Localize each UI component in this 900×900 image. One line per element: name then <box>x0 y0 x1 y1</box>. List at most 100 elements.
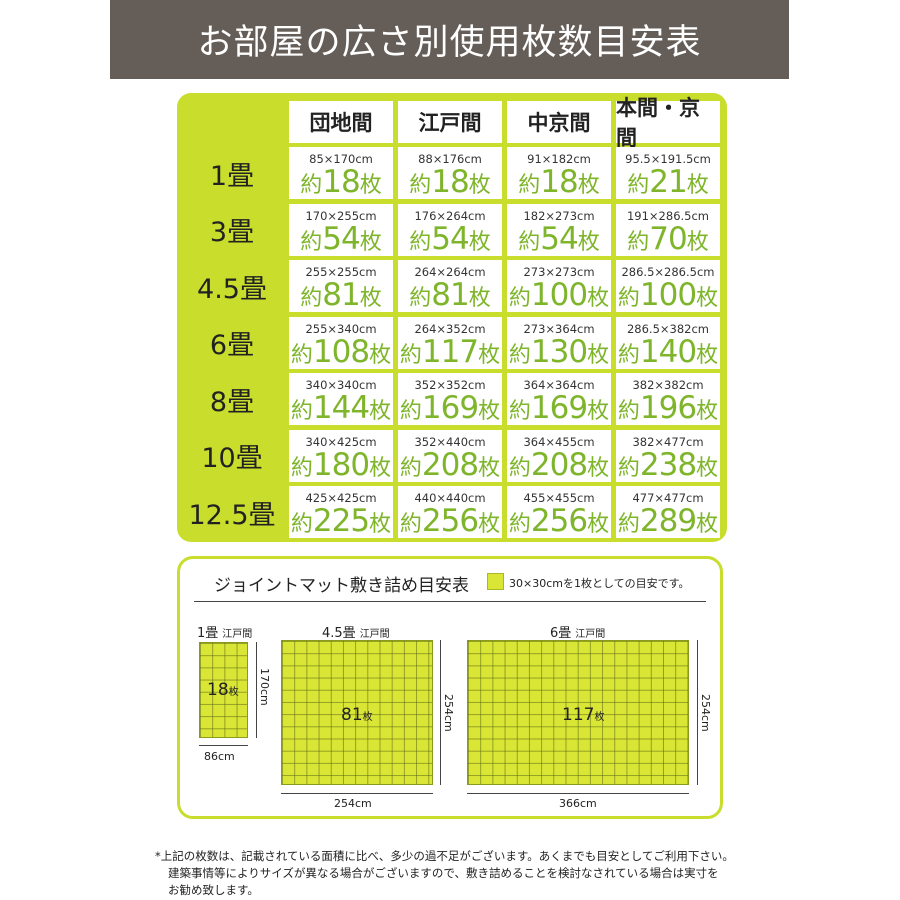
mat-height-6jo: 254cm <box>699 694 712 732</box>
count-suffix: 枚 <box>577 229 600 255</box>
count-prefix: 約 <box>627 173 650 198</box>
count-suffix: 枚 <box>478 399 501 424</box>
count-prefix: 約 <box>617 286 640 311</box>
count-suffix: 枚 <box>478 342 501 368</box>
count-suffix: 枚 <box>478 512 501 537</box>
table-cell: 191×286.5cm 約70枚 <box>616 203 720 259</box>
count-suffix: 枚 <box>696 399 719 424</box>
count-number: 208 <box>530 446 588 483</box>
count-number: 18 <box>322 164 360 200</box>
mat-size: 4.5畳 <box>322 626 356 641</box>
cell-dimensions: 340×340cm <box>305 378 377 392</box>
table-cell: 425×425cm 約225枚 <box>289 486 393 538</box>
count-number: 54 <box>322 220 360 257</box>
page-title: お部屋の広さ別使用枚数目安表 <box>197 23 702 63</box>
row-label: 1畳 <box>209 160 255 192</box>
count-suffix: 枚 <box>468 286 491 311</box>
count-number: 180 <box>312 446 370 483</box>
table-cell: 255×255cm 約81枚 <box>289 260 393 312</box>
count-prefix: 約 <box>290 512 313 537</box>
footnote-line-3: お勧め致します。 <box>168 883 259 897</box>
cell-dimensions: 382×382cm <box>632 378 704 392</box>
table-cell: 352×440cm 約208枚 <box>398 429 502 485</box>
cell-dimensions: 286.5×286.5cm <box>621 265 715 279</box>
count-suffix: 枚 <box>369 455 392 481</box>
count-prefix: 約 <box>300 173 323 198</box>
cell-count: 約289枚 <box>618 506 718 541</box>
cell-count: 約117枚 <box>400 336 501 372</box>
count-suffix: 枚 <box>686 173 709 198</box>
layout-guide-divider <box>194 601 706 602</box>
count-number: 54 <box>540 220 578 257</box>
count-prefix: 約 <box>290 399 313 424</box>
count-number: 144 <box>312 390 370 426</box>
count-suffix: 枚 <box>369 342 392 368</box>
mat-count-4-5jo: 81枚 <box>341 705 373 725</box>
mat-count-unit: 枚 <box>362 712 373 723</box>
cell-count: 約225枚 <box>291 506 391 541</box>
table-cell: 273×364cm 約130枚 <box>507 316 611 369</box>
cell-count: 約144枚 <box>291 393 391 428</box>
row-label: 8畳 <box>209 386 255 418</box>
column-header-honma-kyoma: 本間・京間 <box>616 96 720 150</box>
count-number: 108 <box>312 333 370 370</box>
cell-count: 約108枚 <box>291 333 392 372</box>
cell-dimensions: 170×255cm <box>305 208 377 223</box>
mat-count-unit: 枚 <box>594 712 605 723</box>
cell-dimensions: 95.5×191.5cm <box>625 152 711 166</box>
mat-width-4-5jo: 254cm <box>334 797 372 810</box>
count-number: 54 <box>431 220 469 257</box>
mat-count-1jo: 18枚 <box>207 680 239 700</box>
table-cell: 382×382cm 約196枚 <box>616 373 720 425</box>
count-number: 169 <box>421 390 479 426</box>
count-suffix: 枚 <box>587 512 610 537</box>
table-cell: 477×477cm 約289枚 <box>616 486 720 538</box>
cell-count: 約208枚 <box>400 449 500 485</box>
count-suffix: 枚 <box>369 512 392 537</box>
cell-dimensions: 85×170cm <box>309 152 373 166</box>
cell-count: 約169枚 <box>509 393 609 428</box>
count-suffix: 枚 <box>587 286 610 311</box>
row-label: 6畳 <box>209 330 255 361</box>
cell-dimensions: 191×286.5cm <box>626 208 710 223</box>
count-prefix: 約 <box>508 455 531 481</box>
cell-count: 約54枚 <box>518 220 600 259</box>
cell-dimensions: 440×440cm <box>414 491 486 505</box>
table-cell: 182×273cm 約54枚 <box>507 203 611 259</box>
cell-count: 約18枚 <box>518 167 599 202</box>
count-number: 196 <box>639 390 697 426</box>
count-prefix: 約 <box>508 286 531 311</box>
cell-dimensions: 88×176cm <box>418 152 482 166</box>
mat-label-1jo: 1畳 江戸間 <box>197 622 252 641</box>
count-number: 256 <box>421 503 479 539</box>
cell-dimensions: 352×440cm <box>414 434 486 449</box>
table-cell: 286.5×286.5cm 約100枚 <box>616 260 720 312</box>
cell-dimensions: 477×477cm <box>632 491 704 505</box>
cell-count: 約81枚 <box>300 280 381 315</box>
footnote-mark: * <box>155 849 161 863</box>
count-suffix: 枚 <box>696 512 719 537</box>
cell-dimensions: 273×273cm <box>523 265 595 279</box>
cell-dimensions: 182×273cm <box>523 208 595 223</box>
table-cell: 352×352cm 約169枚 <box>398 373 502 425</box>
height-arrow-4-5jo <box>440 640 441 785</box>
cell-count: 約100枚 <box>618 280 718 315</box>
count-prefix: 約 <box>300 286 323 311</box>
row-label: 12.5畳 <box>188 499 276 531</box>
height-arrow-6jo <box>697 640 698 785</box>
count-number: 238 <box>639 446 697 483</box>
cell-count: 約70枚 <box>627 223 708 259</box>
cell-dimensions: 264×264cm <box>414 265 486 279</box>
mat-label-6jo: 6畳 江戸間 <box>550 622 605 641</box>
footnote-line-1: 上記の枚数は、記載されている面積に比べ、多少の過不足がございます。あくまでも目安… <box>160 849 734 863</box>
width-arrow-1jo <box>199 745 248 746</box>
cell-count: 約100枚 <box>509 280 609 315</box>
table-cell: 264×264cm 約81枚 <box>398 260 502 312</box>
page-title-banner: お部屋の広さ別使用枚数目安表 <box>110 0 789 79</box>
count-prefix: 約 <box>508 399 531 424</box>
count-number: 81 <box>431 277 469 313</box>
mat-grid-4-5jo <box>281 640 433 785</box>
cell-dimensions: 455×455cm <box>523 491 595 505</box>
footnote: *上記の枚数は、記載されている面積に比べ、多少の過不足がございます。あくまでも目… <box>155 848 755 899</box>
table-cell: 364×455cm 約208枚 <box>507 429 611 483</box>
